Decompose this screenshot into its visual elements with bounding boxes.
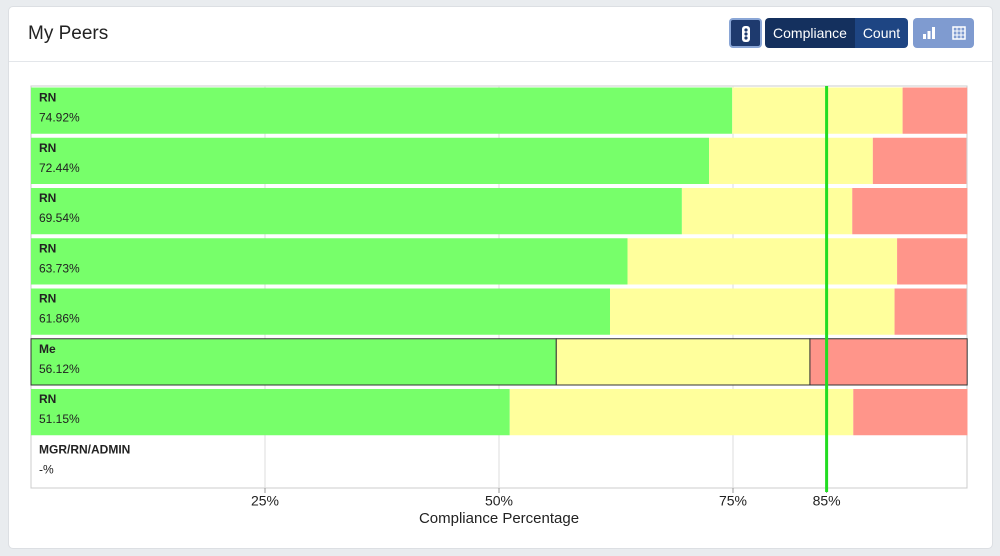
card-title: My Peers: [28, 23, 109, 44]
category-label: RN: [39, 292, 56, 306]
bar-view-button[interactable]: [913, 18, 944, 48]
traffic-light-button[interactable]: [729, 18, 762, 48]
x-tick-label: 85%: [813, 493, 841, 509]
bar-segment: [31, 238, 628, 285]
category-label: RN: [39, 241, 56, 255]
bar-segment: [853, 389, 968, 436]
icon: [922, 27, 935, 39]
count-button[interactable]: Count: [855, 18, 908, 48]
bar-segment: [555, 338, 811, 386]
category-label: RN: [39, 191, 56, 205]
category-label: Me: [39, 342, 56, 356]
value-label: 69.54%: [39, 211, 80, 225]
x-tick-label: 25%: [251, 493, 279, 509]
bar-segment: [709, 137, 873, 184]
value-label: 61.86%: [39, 312, 80, 326]
category-label: RN: [39, 392, 56, 406]
x-axis-label: Compliance Percentage: [419, 510, 579, 527]
bar-segment: [627, 238, 898, 285]
bar-segment: [852, 188, 968, 235]
bar-segment: [509, 389, 854, 436]
bar-segment: [30, 338, 557, 386]
value-label: 56.12%: [39, 362, 80, 376]
value-label: 63.73%: [39, 261, 80, 275]
icon: [952, 26, 966, 40]
bar-segment: [897, 238, 968, 285]
category-label: MGR/RN/ADMIN: [39, 442, 130, 456]
bar-segment: [31, 188, 682, 235]
value-label: 74.92%: [39, 111, 80, 125]
card-header: My Peers Compliance Count: [9, 7, 992, 62]
bar-segment: [610, 288, 895, 335]
bar-segment: [902, 87, 968, 134]
value-label: 51.15%: [39, 412, 80, 426]
value-label: -%: [39, 462, 54, 476]
compliance-button[interactable]: Compliance: [765, 18, 855, 48]
bar-segment: [894, 288, 967, 335]
category-label: RN: [39, 141, 56, 155]
bar-segment: [31, 137, 710, 184]
bar-segment: [681, 188, 853, 235]
icon: [741, 26, 750, 42]
bar-segment: [31, 288, 611, 335]
x-tick-label: 50%: [485, 493, 513, 509]
value-label: 72.44%: [39, 161, 80, 175]
bar-segment: [732, 87, 903, 134]
x-tick-label: 75%: [719, 493, 747, 509]
table-view-button[interactable]: [944, 18, 974, 48]
bar-segment: [872, 137, 967, 184]
bar-segment: [31, 389, 510, 436]
bar-segment: [809, 338, 968, 386]
bar-segment: [31, 87, 733, 134]
category-label: RN: [39, 91, 56, 105]
